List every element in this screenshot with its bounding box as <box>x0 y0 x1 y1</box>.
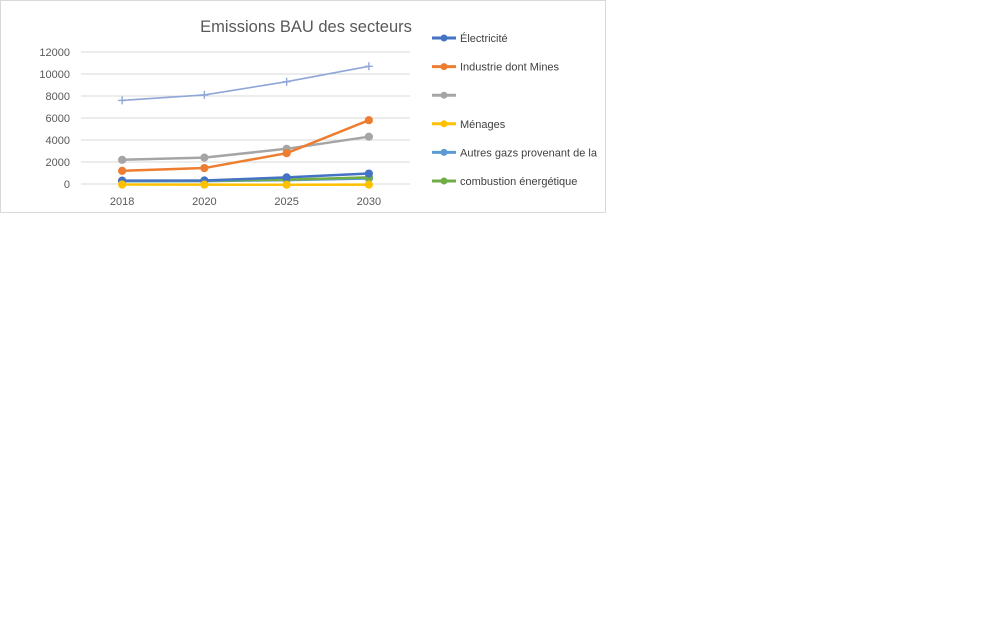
legend-label: Ménages <box>460 119 506 131</box>
data-point <box>282 77 291 86</box>
data-point <box>364 116 373 125</box>
legend-item: Électricité <box>432 32 508 45</box>
series-line <box>120 172 371 182</box>
legend-item <box>432 91 456 99</box>
legend-swatch-marker <box>440 177 448 185</box>
legend-swatch-marker <box>440 34 448 42</box>
legend-swatch-marker <box>440 63 448 71</box>
data-point <box>200 180 209 189</box>
data-point <box>200 153 209 162</box>
y-tick-label: 12000 <box>39 47 70 59</box>
x-tick-label: 2030 <box>357 196 381 208</box>
legend-label: combustion énergétique <box>460 176 577 188</box>
data-point <box>282 180 291 189</box>
legend: Électricité Industrie dont Mines Ménages Au… <box>432 32 598 188</box>
y-tick-label: 10000 <box>39 69 70 81</box>
series-6 <box>118 62 373 105</box>
legend-swatch-marker <box>440 91 448 99</box>
data-point <box>282 173 291 182</box>
chart-title: Emissions BAU des secteurs <box>200 18 412 36</box>
data-point <box>118 180 127 189</box>
series-3 <box>118 180 373 189</box>
y-tick-label: 4000 <box>46 135 70 147</box>
legend-item: Autres gazs provenant de la <box>432 147 598 159</box>
data-point <box>364 62 373 71</box>
gridlines <box>81 51 410 185</box>
x-tick-label: 2018 <box>110 196 134 208</box>
chart-container: Emissions BAU des secteurs 0 2000 4000 6000… <box>0 0 606 213</box>
series-1 <box>118 116 373 175</box>
series-layer <box>118 62 373 189</box>
data-point <box>364 180 373 189</box>
data-point <box>118 166 127 175</box>
data-point <box>118 155 127 164</box>
data-point <box>200 163 209 173</box>
y-tick-label: 6000 <box>46 113 70 125</box>
y-axis-ticks: 0 2000 4000 6000 8000 10000 12000 <box>39 47 70 191</box>
y-tick-label: 0 <box>64 179 70 191</box>
data-point <box>364 132 373 141</box>
legend-label: Électricité <box>460 32 508 45</box>
legend-label: Industrie dont Mines <box>460 62 560 74</box>
x-tick-label: 2025 <box>274 196 298 208</box>
legend-swatch-marker <box>440 120 448 128</box>
series-line <box>121 65 370 102</box>
data-point <box>364 169 373 178</box>
series-line <box>120 135 371 162</box>
data-point <box>118 96 127 105</box>
series-line <box>120 118 371 173</box>
legend-item: Industrie dont Mines <box>432 62 560 74</box>
data-point <box>200 90 209 99</box>
legend-swatch-marker <box>440 148 448 156</box>
legend-item: combustion énergétique <box>432 176 577 188</box>
data-point <box>282 149 291 158</box>
series-2 <box>118 132 373 164</box>
legend-label: Autres gazs provenant de la <box>460 147 598 159</box>
legend-item: Ménages <box>432 119 506 131</box>
x-axis-ticks: 2018 2020 2025 2030 <box>110 196 381 208</box>
y-tick-label: 8000 <box>46 91 70 103</box>
x-tick-label: 2020 <box>192 196 216 208</box>
line-chart: Emissions BAU des secteurs 0 2000 4000 6000… <box>39 18 598 208</box>
y-tick-label: 2000 <box>46 157 70 169</box>
